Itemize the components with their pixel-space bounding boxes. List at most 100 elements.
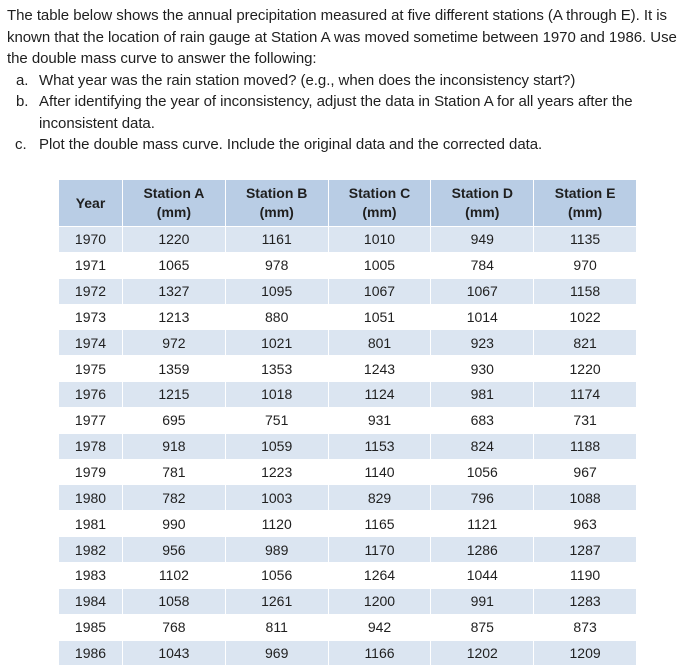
question-marker: a. [16,71,29,89]
column-header-label: Station B [245,185,308,201]
precipitation-cell: 1158 [533,277,637,305]
precipitation-cell: 1190 [533,561,637,589]
table-row: 1973 1213 880 1051 1014 1022 [58,303,637,331]
column-header: Station E (mm) [533,179,637,227]
precipitation-cell: 1243 [327,355,432,383]
year-cell: 1975 [58,355,123,383]
precipitation-cell: 1170 [327,536,432,563]
precipitation-cell: 1003 [224,484,329,512]
column-header: Year [58,179,123,227]
year-cell: 1984 [58,587,123,615]
precipitation-cell: 1065 [122,251,226,279]
column-header-unit: (mm) [465,204,500,220]
precipitation-cell: 1223 [224,458,329,486]
year-cell: 1980 [58,484,123,512]
column-header-label: Station C [348,185,411,201]
intro-paragraph: The table below shows the annual precipi… [7,7,677,67]
precipitation-cell: 1018 [224,381,329,408]
year-cell: 1976 [58,381,123,408]
question-marker: b. [16,93,29,110]
precipitation-cell: 829 [327,484,432,512]
year-cell: 1972 [58,277,123,305]
table-row: 1971 1065 978 1005 784 970 [58,251,637,279]
precipitation-cell: 1215 [122,381,226,408]
precipitation-cell: 1005 [327,251,432,279]
precipitation-cell: 1058 [122,587,226,615]
precipitation-cell: 970 [533,251,637,279]
precipitation-cell: 796 [430,484,535,512]
year-cell: 1986 [58,639,123,666]
precipitation-cell: 1102 [122,561,226,589]
precipitation-cell: 1121 [430,510,535,538]
year-cell: 1981 [58,510,123,538]
precipitation-cell: 751 [224,406,329,434]
problem-statement: The table below shows the annual precipi… [7,5,697,156]
precipitation-cell: 1153 [327,432,432,460]
precipitation-cell: 1202 [430,639,535,666]
precipitation-cell: 1220 [533,355,637,383]
table-body: 1970 1220 1161 1010 949 1135 1971 1065 978 1005 78… [58,226,637,666]
precipitation-cell: 821 [533,329,637,357]
column-header-label: Station A [143,185,205,201]
precipitation-cell: 781 [122,458,226,486]
precipitation-cell: 1200 [327,587,432,615]
precipitation-cell: 824 [430,432,535,460]
precipitation-cell: 1166 [327,639,432,666]
header-row: Year Station A (mm) Station B (mm) Station C (… [58,179,637,227]
precipitation-cell: 801 [327,329,432,357]
table-row: 1984 1058 1261 1200 991 1283 [58,587,637,615]
precipitation-cell: 811 [224,613,329,641]
precipitation-table: Year Station A (mm) Station B (mm) Station C (… [58,179,637,666]
precipitation-cell: 990 [122,510,226,538]
column-header: Station A (mm) [122,179,226,227]
precipitation-cell: 1264 [327,561,432,589]
precipitation-cell: 949 [430,226,535,253]
precipitation-cell: 918 [122,432,226,460]
precipitation-cell: 880 [224,303,329,331]
year-cell: 1973 [58,303,123,331]
precipitation-cell: 1014 [430,303,535,331]
precipitation-cell: 969 [224,639,329,666]
precipitation-cell: 981 [430,381,535,408]
precipitation-cell: 1095 [224,277,329,305]
year-cell: 1982 [58,536,123,563]
column-header-label: Station D [451,185,514,201]
precipitation-cell: 1213 [122,303,226,331]
question-c: c. Plot the double mass curve. Include t… [7,134,697,156]
precipitation-cell: 1220 [122,226,226,253]
precipitation-cell: 1120 [224,510,329,538]
precipitation-cell: 1174 [533,381,637,408]
table-row: 1986 1043 969 1166 1202 1209 [58,639,637,666]
precipitation-cell: 1161 [224,226,329,253]
precipitation-cell: 1140 [327,458,432,486]
precipitation-cell: 1287 [533,536,637,563]
question-marker: c. [15,136,27,153]
precipitation-cell: 1261 [224,587,329,615]
column-header-unit: (mm) [567,204,603,220]
table-row: 1980 782 1003 829 796 1088 [58,484,637,512]
precipitation-cell: 768 [122,613,226,641]
precipitation-cell: 683 [430,406,535,434]
year-cell: 1985 [58,613,123,641]
precipitation-cell: 873 [533,613,637,641]
precipitation-cell: 942 [327,613,432,641]
table-row: 1977 695 751 931 683 731 [58,406,637,434]
question-text: Plot the double mass curve. Include the … [39,136,543,153]
precipitation-cell: 1188 [533,432,637,460]
table-row: 1981 990 1120 1165 1121 963 [58,510,637,538]
table-row: 1976 1215 1018 1124 981 1174 [58,381,637,408]
precipitation-cell: 1067 [327,277,432,305]
precipitation-cell: 931 [327,406,432,434]
table-row: 1983 1102 1056 1264 1044 1190 [58,561,637,589]
table-row: 1985 768 811 942 875 873 [58,613,637,641]
precipitation-cell: 1353 [224,355,329,383]
precipitation-cell: 967 [533,458,637,486]
precipitation-cell: 1056 [430,458,535,486]
precipitation-cell: 991 [430,587,535,615]
table-header: Year Station A (mm) Station B (mm) Station C (… [58,179,637,227]
precipitation-cell: 1044 [430,561,535,589]
column-header: Station D (mm) [430,179,535,227]
precipitation-cell: 1088 [533,484,637,512]
column-header: Station C (mm) [327,179,432,227]
precipitation-cell: 1010 [327,226,432,253]
